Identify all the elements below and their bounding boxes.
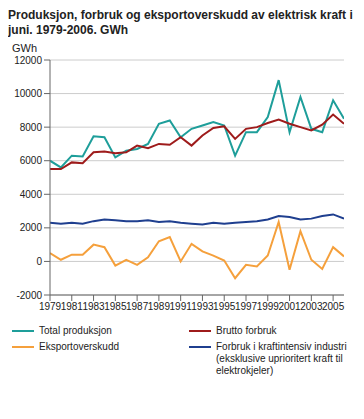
- svg-text:1997: 1997: [235, 301, 258, 312]
- svg-text:12000: 12000: [14, 55, 42, 66]
- svg-text:1991: 1991: [170, 301, 193, 312]
- html-text:GWh: GWh: [12, 42, 38, 54]
- svg-text:6000: 6000: [20, 155, 43, 166]
- svg-text:1993: 1993: [191, 301, 214, 312]
- svg-text:4000: 4000: [20, 189, 43, 200]
- svg-text:1987: 1987: [126, 301, 149, 312]
- html-text:Eksportoverskudd: Eksportoverskudd: [39, 341, 119, 352]
- svg-text:1989: 1989: [148, 301, 171, 312]
- svg-text:1995: 1995: [213, 301, 236, 312]
- svg-text:2001: 2001: [278, 301, 301, 312]
- svg-text:8000: 8000: [20, 122, 43, 133]
- svg-text:1981: 1981: [61, 301, 84, 312]
- html-text:Produksjon, forbruk og eksport: Produksjon, forbruk og eksportoverskudd …: [8, 8, 353, 37]
- svg-text:1979: 1979: [39, 301, 62, 312]
- svg-text:1983: 1983: [82, 301, 105, 312]
- html-text:Brutto forbruk: Brutto forbruk: [216, 325, 277, 336]
- svg-text:2003: 2003: [300, 301, 323, 312]
- svg-text:-2000: -2000: [16, 290, 42, 301]
- html-text:Forbruk i kraftintensiv indust: Forbruk i kraftintensiv industri (eksklu…: [216, 341, 347, 376]
- svg-text:10000: 10000: [14, 88, 42, 99]
- svg-text:1999: 1999: [257, 301, 280, 312]
- svg-text:2005: 2005: [322, 301, 345, 312]
- svg-text:2000: 2000: [20, 222, 43, 233]
- svg-text:1985: 1985: [104, 301, 127, 312]
- svg-text:0: 0: [36, 256, 42, 267]
- html-text:Total produksjon: Total produksjon: [39, 325, 112, 336]
